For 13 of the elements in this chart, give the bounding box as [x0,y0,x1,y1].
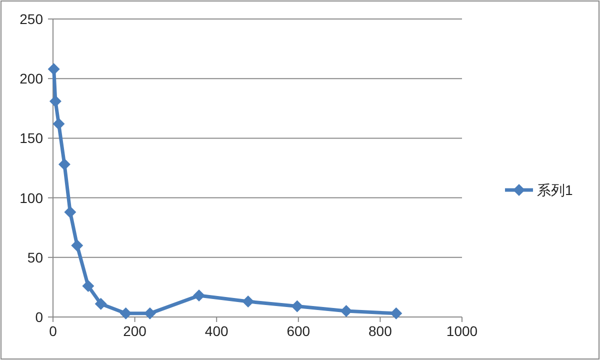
ytick-label: 250 [20,11,43,27]
xtick-label: 1000 [446,323,478,339]
ytick-label: 0 [35,309,43,325]
ytick-label: 100 [20,190,43,206]
xtick-label: 400 [204,323,228,339]
xtick-label: 0 [49,323,57,339]
ytick-label: 50 [27,249,43,266]
xtick-label: 800 [368,323,392,339]
xtick-label: 200 [123,323,146,339]
ytick-label: 150 [20,130,43,146]
xtick-label: 600 [286,323,310,339]
ytick-label: 200 [20,70,43,87]
legend-label: 系列1 [537,182,573,198]
